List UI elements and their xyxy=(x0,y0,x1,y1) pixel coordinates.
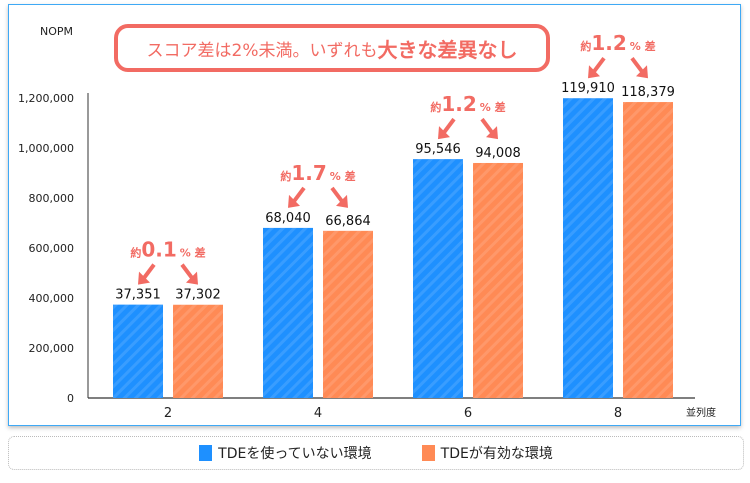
difference-annotation: 約1.2% 差 xyxy=(580,31,655,55)
data-label: 118,379 xyxy=(621,85,675,100)
y-tick-label: 1,200,000 xyxy=(18,92,74,105)
data-label: 119,910 xyxy=(561,81,615,96)
bar-hatch xyxy=(263,227,313,398)
data-label: 37,351 xyxy=(115,288,161,303)
summary-callout: スコア差は2%未満。いずれも 大きな差異なし xyxy=(114,24,550,72)
bar-hatch xyxy=(413,159,463,398)
legend-swatch xyxy=(199,445,213,461)
difference-annotation: 約0.1% 差 xyxy=(130,238,205,262)
arrow-head-icon xyxy=(588,65,600,79)
y-tick-label: 400,000 xyxy=(29,292,75,305)
legend: TDEを使っていない環境 TDEが有効な環境 xyxy=(8,436,744,470)
data-label: 95,546 xyxy=(415,142,461,157)
y-tick-label: 1,000,000 xyxy=(18,142,74,155)
legend-label: TDEが有効な環境 xyxy=(440,446,553,462)
legend-item-no-tde: TDEを使っていない環境 xyxy=(199,443,372,463)
data-label: 66,864 xyxy=(325,214,371,229)
data-label: 68,040 xyxy=(265,211,311,226)
arrow-head-icon xyxy=(336,194,348,208)
arrow-head-icon xyxy=(438,126,450,140)
x-tick-label: 8 xyxy=(614,406,622,421)
legend-label: TDEを使っていない環境 xyxy=(218,446,372,462)
bar-hatch xyxy=(623,102,673,399)
bar-hatch xyxy=(113,304,163,398)
y-tick-label: 200,000 xyxy=(29,342,75,355)
y-tick-label: 600,000 xyxy=(29,242,75,255)
arrow-head-icon xyxy=(186,271,198,285)
x-tick-label: 6 xyxy=(464,406,472,421)
data-label: 37,302 xyxy=(175,288,221,303)
bar-hatch xyxy=(563,98,613,398)
y-axis-label: NOPM xyxy=(40,25,73,38)
arrow-head-icon xyxy=(486,126,498,140)
arrow-head-icon xyxy=(636,65,648,79)
data-label: 94,008 xyxy=(475,146,521,161)
difference-annotation: 約1.7% 差 xyxy=(280,161,355,185)
arrow-head-icon xyxy=(288,194,300,208)
legend-item-tde: TDEが有効な環境 xyxy=(421,443,553,463)
bar-chart: NOPM 0 200,000 400,000 600,000 800,000 1,000,0… xyxy=(18,25,716,421)
callout-emphasis: 大きな差異なし xyxy=(377,37,518,62)
arrow-head-icon xyxy=(138,271,150,285)
legend-swatch xyxy=(421,445,435,461)
callout-text: スコア差は2%未満。いずれも xyxy=(146,40,378,61)
x-axis-label: 並列度 xyxy=(686,406,716,419)
bar-hatch xyxy=(173,304,223,398)
difference-annotation: 約1.2% 差 xyxy=(430,92,505,116)
x-tick-label: 4 xyxy=(314,406,322,421)
y-tick-label: 0 xyxy=(67,392,74,405)
y-tick-label: 800,000 xyxy=(29,192,75,205)
x-tick-label: 2 xyxy=(164,406,172,421)
bar-hatch xyxy=(323,230,373,398)
bar-hatch xyxy=(473,162,523,398)
